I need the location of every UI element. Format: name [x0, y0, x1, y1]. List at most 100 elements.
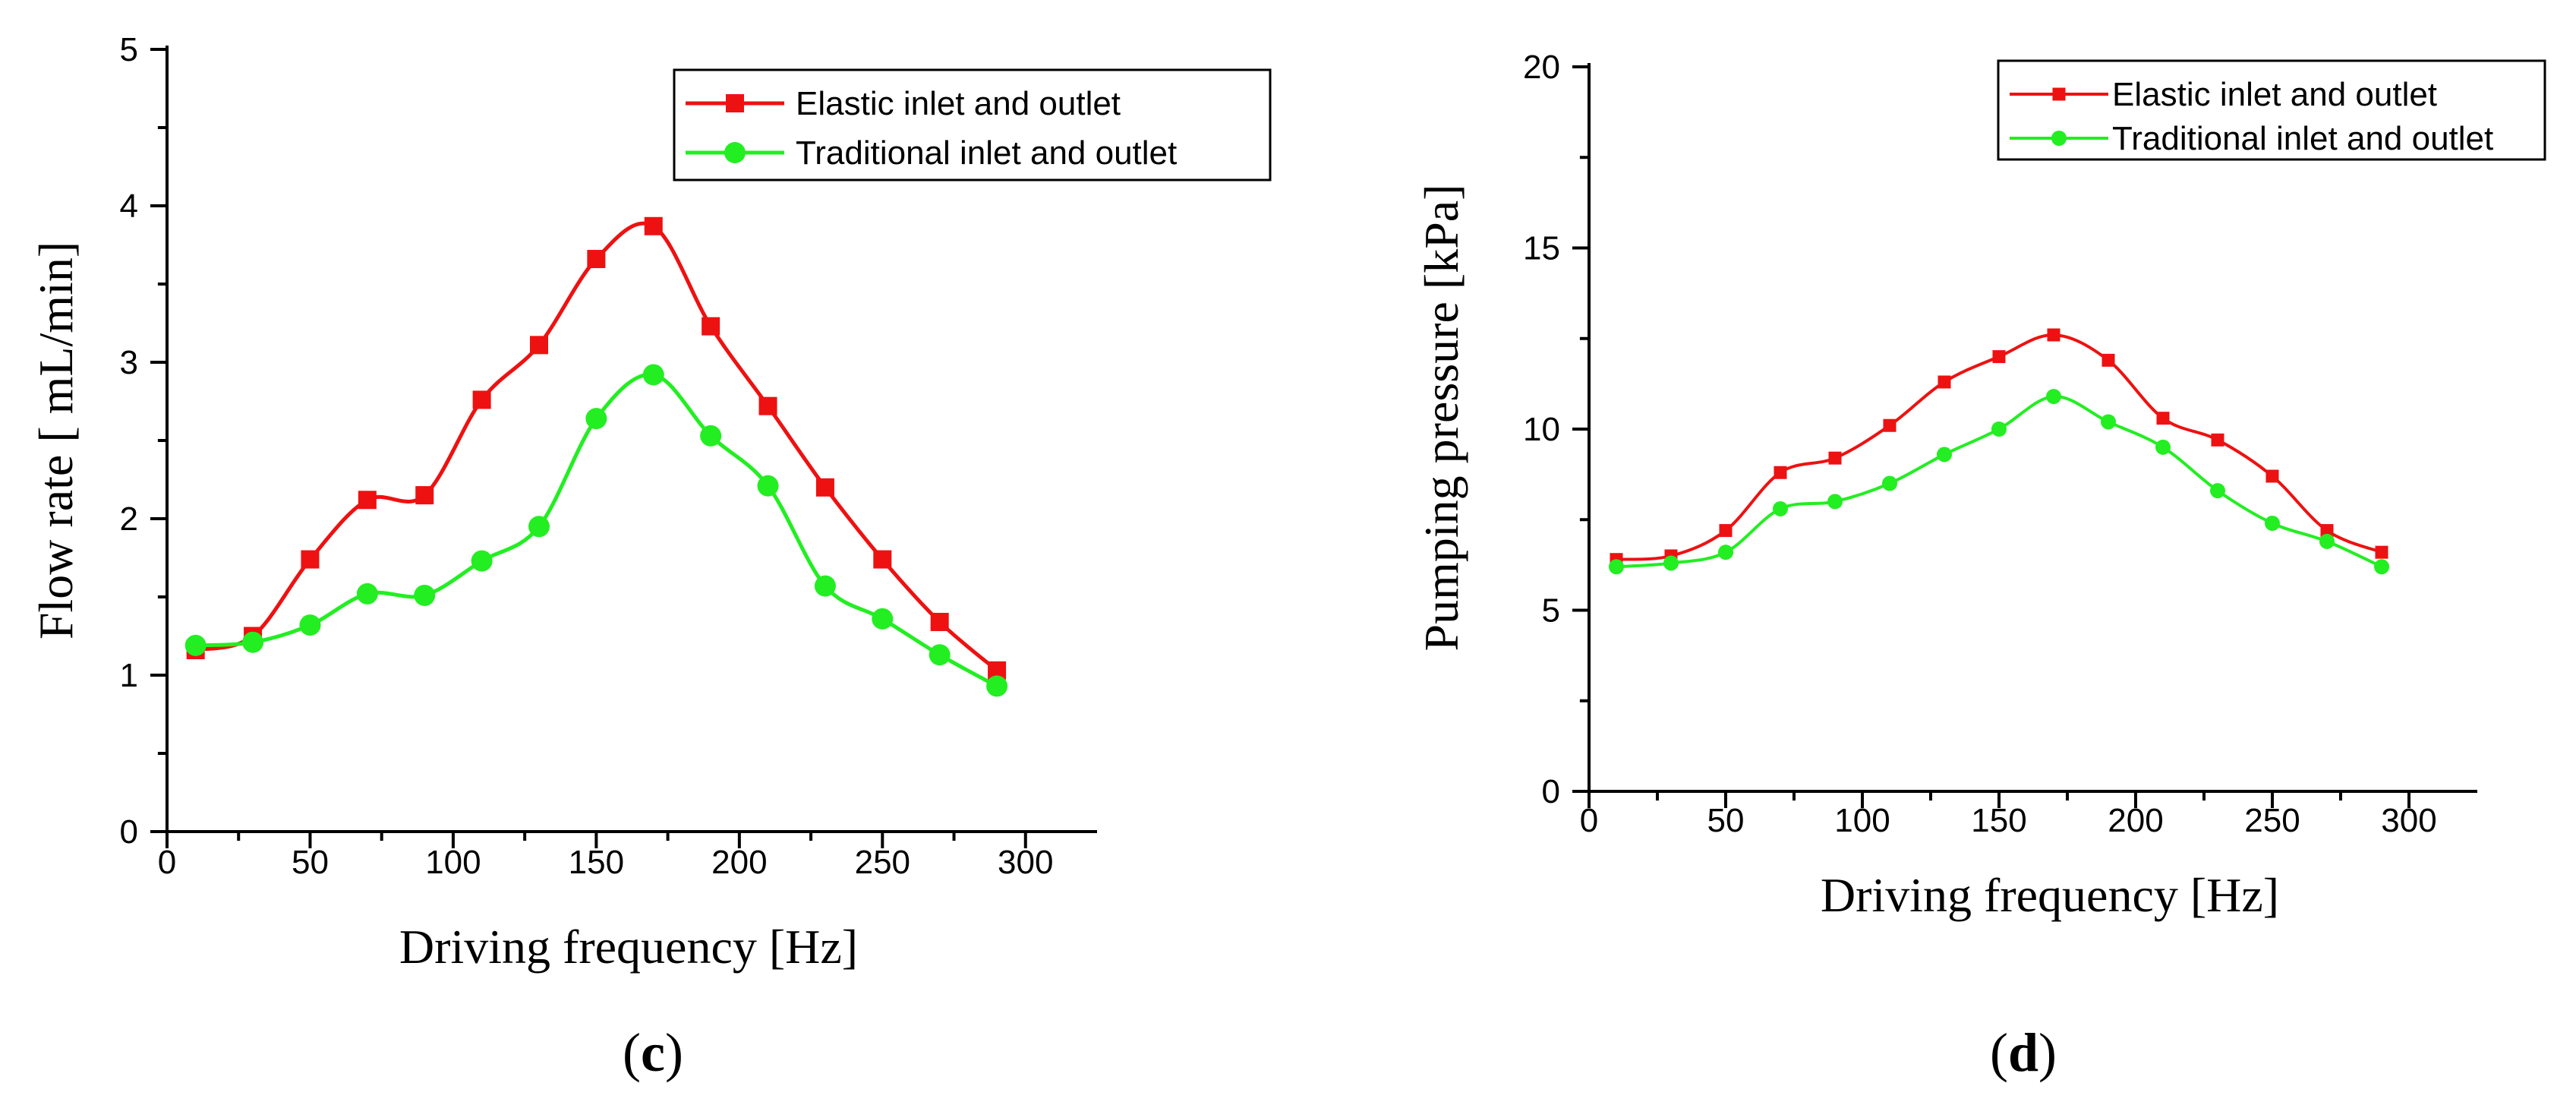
data-point-traditional: [2319, 533, 2335, 549]
data-point-elastic: [2375, 545, 2388, 559]
data-point-traditional: [299, 614, 321, 636]
panel-label-close-paren: ): [665, 1022, 683, 1083]
data-point-traditional: [1991, 421, 2007, 437]
panel-label-letter: d: [2008, 1022, 2038, 1083]
legend-circle-marker: [2051, 131, 2067, 146]
data-point-traditional: [585, 408, 607, 430]
x-axis-title: Driving frequency [Hz]: [1821, 868, 2279, 922]
data-point-traditional: [1609, 559, 1624, 575]
data-point-traditional: [1718, 545, 1733, 560]
x-tick-label: 100: [1834, 802, 1890, 839]
x-tick-label: 150: [569, 844, 624, 881]
data-point-traditional: [986, 675, 1008, 697]
x-tick-label: 0: [158, 844, 176, 881]
data-point-elastic: [2047, 328, 2060, 342]
data-point-elastic: [2156, 412, 2170, 425]
data-point-traditional: [242, 631, 264, 653]
data-point-elastic: [2101, 353, 2115, 367]
panel-label: (d): [1990, 1022, 2057, 1083]
legend-box: [673, 68, 1272, 182]
data-point-traditional: [356, 582, 378, 605]
legend: Elastic inlet and outlet Traditional inle…: [1997, 59, 2546, 161]
legend-label: Elastic inlet and outlet: [2112, 76, 2437, 113]
data-point-elastic: [587, 250, 606, 269]
legend-box: [1997, 59, 2546, 161]
x-tick-label: 200: [711, 844, 767, 881]
data-point-elastic: [2265, 469, 2279, 483]
x-axis-title: Driving frequency [Hz]: [399, 920, 858, 974]
data-point-traditional: [757, 475, 779, 497]
data-point-elastic: [2211, 433, 2224, 447]
x-tick-label: 150: [1971, 802, 2026, 839]
data-point-elastic: [1992, 350, 2006, 364]
data-point-traditional: [2265, 516, 2280, 532]
data-point-traditional: [814, 575, 836, 597]
data-point-traditional: [700, 425, 722, 447]
legend-label: Traditional inlet and outlet: [796, 134, 1177, 172]
x-tick-label: 0: [1580, 802, 1598, 839]
y-tick-label: 10: [1523, 411, 1560, 448]
data-point-traditional: [1827, 494, 1843, 510]
data-point-elastic: [415, 486, 434, 505]
y-tick-label: 3: [120, 344, 138, 381]
legend-label: Traditional inlet and outlet: [2112, 120, 2493, 157]
legend-circle-marker: [724, 142, 746, 163]
x-tick-label: 50: [292, 844, 329, 881]
y-axis-title: Flow rate [ mL/min]: [29, 242, 83, 639]
y-tick-label: 0: [1542, 773, 1560, 810]
data-point-traditional: [414, 584, 436, 606]
data-point-traditional: [929, 644, 951, 666]
y-tick-label: 0: [120, 813, 138, 851]
data-point-traditional: [528, 516, 550, 538]
data-point-elastic: [530, 336, 548, 355]
x-tick-label: 250: [2244, 802, 2300, 839]
data-point-traditional: [1773, 500, 1788, 516]
data-point-elastic: [644, 216, 663, 235]
x-tick-label: 300: [2381, 802, 2436, 839]
data-point-elastic: [702, 317, 720, 336]
legend: Elastic inlet and outlet Traditional inle…: [673, 68, 1272, 182]
panel-label-close-paren: ): [2038, 1022, 2057, 1083]
data-point-traditional: [872, 608, 894, 630]
y-tick-label: 15: [1523, 230, 1560, 267]
x-tick-label: 50: [1707, 802, 1745, 839]
y-tick-label: 2: [120, 500, 138, 538]
data-point-elastic: [1719, 524, 1733, 538]
panel-label-open-paren: (: [623, 1022, 641, 1083]
series-line-elastic: [195, 221, 998, 672]
y-tick-label: 20: [1523, 49, 1560, 86]
data-point-elastic: [758, 396, 777, 415]
data-point-elastic: [815, 478, 834, 497]
data-point-traditional: [2155, 439, 2171, 455]
panel-label: (c): [623, 1022, 683, 1083]
x-tick-label: 300: [998, 844, 1053, 881]
data-point-traditional: [1663, 555, 1679, 571]
data-point-elastic: [301, 550, 320, 569]
data-point-traditional: [471, 550, 493, 572]
data-point-elastic: [1938, 375, 1951, 389]
panel-label-open-paren: (: [1990, 1022, 2008, 1083]
data-point-traditional: [2374, 559, 2389, 575]
data-point-traditional: [2210, 483, 2225, 499]
legend-square-marker: [726, 94, 744, 112]
data-point-elastic: [1828, 451, 1842, 465]
y-tick-label: 5: [120, 31, 138, 68]
data-point-elastic: [472, 390, 491, 409]
data-point-elastic: [1883, 418, 1897, 432]
chart-panel-d: 0 50 100 150 200 250 300 0 5 10 15 20 Driving freque…: [1414, 49, 2546, 1083]
data-point-elastic: [873, 550, 892, 569]
data-point-traditional: [642, 364, 664, 386]
panel-label-letter: c: [641, 1022, 665, 1083]
data-point-traditional: [1882, 475, 1897, 491]
y-tick-label: 5: [1542, 592, 1560, 630]
y-tick-label: 4: [120, 188, 138, 225]
data-point-traditional: [184, 634, 207, 656]
x-tick-label: 100: [425, 844, 481, 881]
x-tick-label: 200: [2108, 802, 2163, 839]
data-point-traditional: [2046, 389, 2061, 405]
legend-label: Elastic inlet and outlet: [796, 85, 1121, 122]
y-axis-title: Pumping pressure [kPa]: [1414, 184, 1468, 651]
data-point-elastic: [2320, 524, 2334, 538]
data-point-elastic: [1774, 466, 1787, 479]
